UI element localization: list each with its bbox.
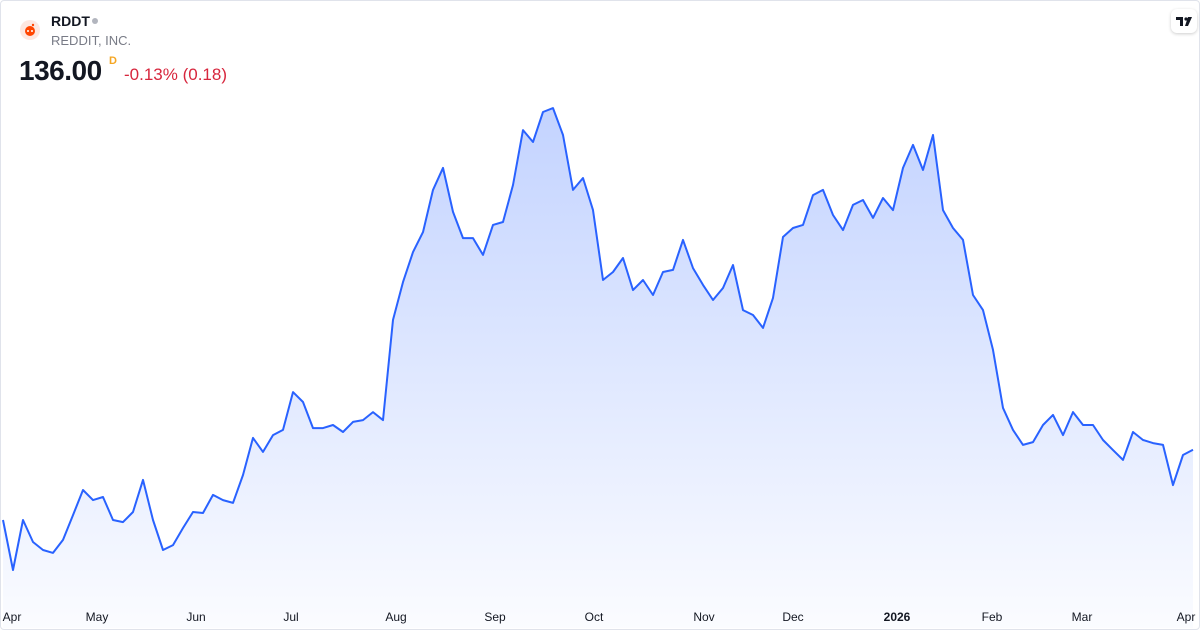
x-tick-label: Aug bbox=[385, 610, 406, 624]
x-tick-label: Jun bbox=[186, 610, 205, 624]
tradingview-logo[interactable] bbox=[1171, 9, 1197, 33]
x-tick-label: 2026 bbox=[884, 610, 911, 624]
x-tick-label: May bbox=[86, 610, 109, 624]
logo-icon bbox=[25, 23, 35, 36]
x-tick-label: Feb bbox=[982, 610, 1003, 624]
x-tick-label: Oct bbox=[585, 610, 604, 624]
price-line bbox=[2, 107, 1194, 571]
price: 136.00 bbox=[19, 55, 102, 86]
x-tick-label: Apr bbox=[3, 610, 22, 624]
x-tick-label: Nov bbox=[693, 610, 714, 624]
x-tick-label: Sep bbox=[484, 610, 506, 624]
price-change: -0.13% (0.18) bbox=[124, 65, 227, 84]
x-tick-label: Jul bbox=[283, 610, 298, 624]
status-dot bbox=[92, 18, 98, 24]
symbol: RDDT bbox=[51, 13, 90, 29]
area-fill bbox=[3, 108, 1193, 629]
company-name: REDDIT, INC. bbox=[51, 33, 132, 48]
x-tick-label: Apr bbox=[1177, 610, 1196, 624]
x-tick-label: Dec bbox=[782, 610, 803, 624]
price-flag: D bbox=[109, 55, 117, 67]
x-tick-label: Mar bbox=[1072, 610, 1093, 624]
company-logo bbox=[20, 20, 40, 40]
tv-icon bbox=[1176, 17, 1192, 26]
